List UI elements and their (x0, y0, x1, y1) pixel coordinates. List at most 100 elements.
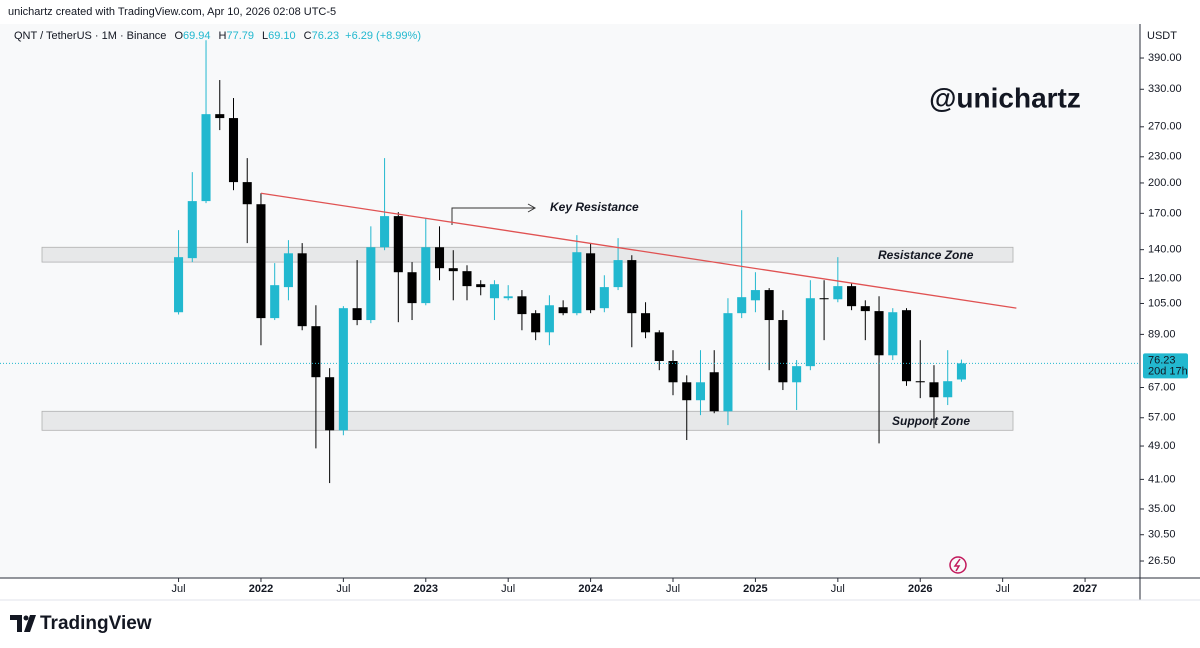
x-tick-label: Jul (996, 583, 1010, 595)
ohlc-key: O (174, 30, 183, 42)
brand-mark (10, 615, 36, 632)
candle-body (242, 182, 252, 205)
zone-label: Resistance Zone (878, 248, 974, 262)
key-resistance-arrow (451, 203, 537, 225)
brand-dot (23, 615, 29, 621)
candle-body (929, 382, 939, 398)
candle-body (476, 284, 486, 288)
candle-body (641, 313, 651, 333)
candle-body (586, 253, 596, 311)
candle-body (517, 296, 527, 315)
candle-body (311, 326, 321, 378)
x-tick-label: Jul (501, 583, 515, 595)
brand-logo (10, 615, 36, 632)
candle-body (943, 381, 953, 398)
event-circle (949, 556, 967, 574)
last-price-label: 76.23 (1148, 354, 1176, 366)
y-tick-label: 200.00 (1148, 177, 1182, 189)
brand-name: TradingView (40, 613, 152, 634)
zone (41, 246, 1014, 263)
candle-body (915, 381, 925, 383)
candle-body (558, 307, 568, 314)
ohlc-value: 76.23 (312, 30, 340, 42)
candle-body (860, 306, 870, 312)
candle-body (737, 297, 747, 314)
y-tick-label: 57.00 (1148, 412, 1176, 424)
zone-label: Support Zone (892, 414, 970, 428)
y-tick-label: 30.50 (1148, 529, 1176, 541)
candle-body (572, 252, 582, 314)
x-tick-label: 2023 (414, 583, 438, 595)
candle-body (366, 247, 376, 321)
candle-body (338, 308, 348, 431)
candle-body (448, 268, 458, 272)
x-tick-label: 2026 (908, 583, 932, 595)
y-tick-label: 49.00 (1148, 440, 1176, 452)
y-tick-label: 26.50 (1148, 555, 1176, 567)
candle-body (215, 114, 225, 119)
last-price-box (1143, 353, 1188, 379)
ohlc-value: 69.94 (183, 30, 211, 42)
y-unit: USDT (1147, 30, 1177, 42)
candle-body (819, 298, 829, 300)
candle-body (874, 311, 884, 356)
y-tick-label: 120.00 (1148, 272, 1182, 284)
candle-body (709, 372, 719, 412)
x-tick-label: 2022 (249, 583, 273, 595)
candle-body (723, 313, 733, 412)
candle-body (325, 377, 335, 431)
candle-body (682, 382, 692, 401)
countdown-label: 20d 17h (1148, 365, 1188, 377)
y-tick-label: 230.00 (1148, 151, 1182, 163)
ohlc-key: C (304, 30, 312, 42)
candle-body (956, 363, 966, 380)
x-tick-label: Jul (336, 583, 350, 595)
candle-body (201, 114, 211, 202)
candle-body (297, 253, 307, 327)
candle-body (764, 290, 774, 321)
candle-body (695, 382, 706, 401)
candle-body (489, 284, 499, 299)
candle-body (778, 320, 788, 383)
candle-body (462, 271, 472, 287)
candle-body (805, 298, 815, 367)
candle-body (256, 204, 266, 319)
x-tick-label: Jul (172, 583, 186, 595)
ohlc-key: H (219, 30, 227, 42)
credit: unichartz created with TradingView.com, … (8, 6, 336, 18)
quote-line: QNT / TetherUS · 1M · Binance O69.94 H77.7… (14, 30, 421, 42)
y-tick-label: 270.00 (1148, 121, 1182, 133)
candle-body (187, 201, 197, 259)
y-tick-label: 41.00 (1148, 473, 1176, 485)
candle-body (503, 296, 513, 299)
candle-body (901, 310, 912, 382)
candle-body (421, 247, 431, 304)
candle-body (847, 286, 857, 307)
y-tick-label: 89.00 (1148, 328, 1176, 340)
candle-body (654, 332, 664, 362)
candle-body (613, 260, 623, 288)
y-tick-label: 330.00 (1148, 83, 1182, 95)
x-tick-label: 2027 (1073, 583, 1097, 595)
key-resistance-label: Key Resistance (550, 200, 639, 214)
candle-body (407, 272, 417, 304)
y-tick-label: 140.00 (1148, 244, 1182, 256)
candle-body (393, 216, 403, 273)
candle-body (792, 366, 802, 383)
candle-body (750, 290, 760, 301)
event-bolt (953, 558, 961, 572)
y-tick-label: 170.00 (1148, 207, 1182, 219)
y-tick-label: 105.00 (1148, 297, 1182, 309)
candle-body (888, 312, 898, 356)
candle-body (599, 287, 609, 309)
y-tick-label: 67.00 (1148, 381, 1176, 393)
candle-body (283, 253, 293, 288)
candle-body (434, 247, 445, 269)
candle-body (668, 361, 678, 383)
y-tick-label: 390.00 (1148, 52, 1182, 64)
candle-body (352, 308, 362, 321)
candle-body (544, 305, 554, 333)
candle-body (380, 216, 390, 248)
